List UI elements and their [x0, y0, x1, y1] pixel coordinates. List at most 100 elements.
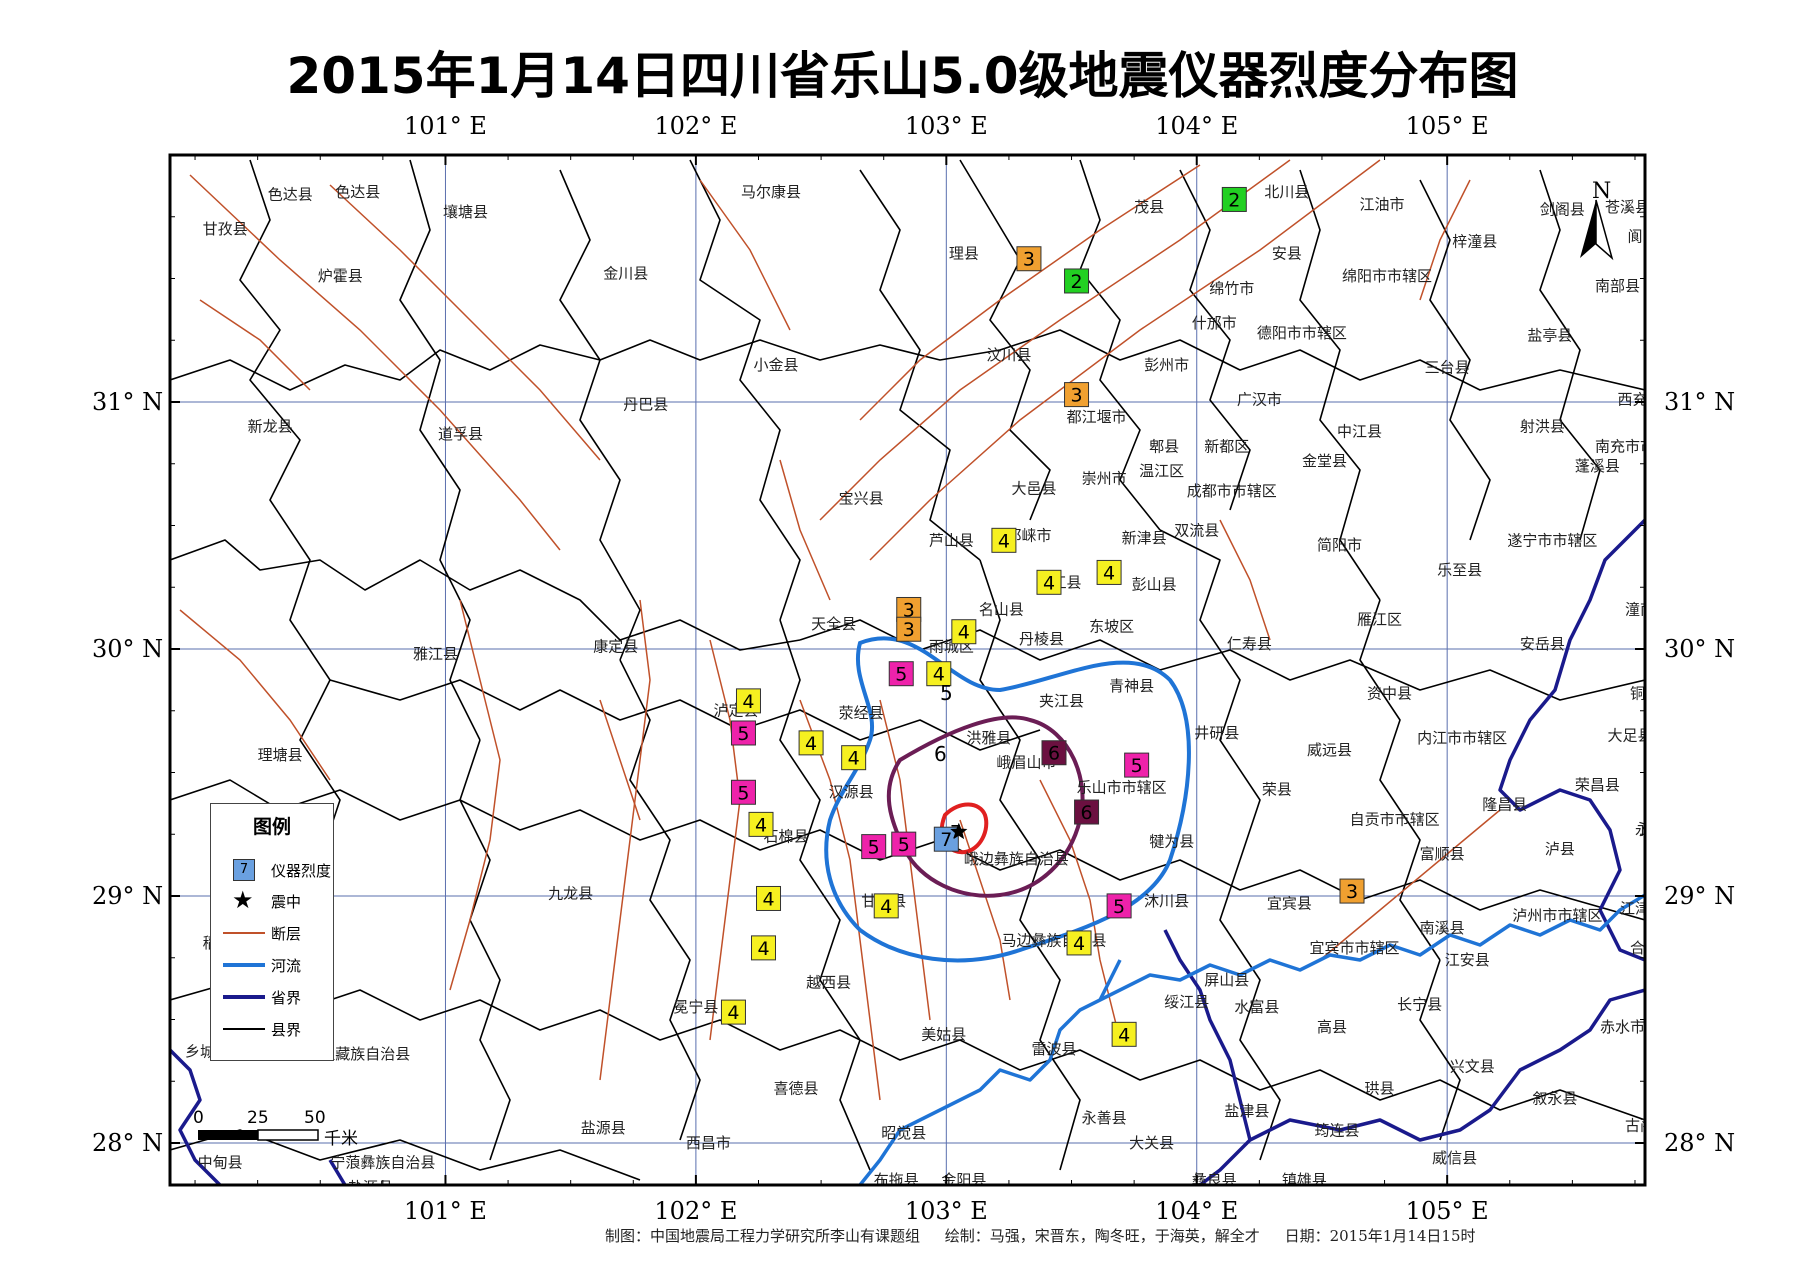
fault-line — [799, 699, 881, 1101]
station-marker: 5 — [730, 779, 756, 805]
place-label: 峨眉山市 — [996, 754, 1056, 772]
place-label: 剑阁县 — [1540, 200, 1585, 218]
place-label: 安县 — [1272, 245, 1302, 263]
station-marker: 4 — [1036, 569, 1062, 595]
place-label: 北川县 — [1264, 183, 1309, 201]
county-border — [959, 159, 1051, 521]
place-label: 安岳县 — [1520, 635, 1565, 653]
place-label: 雷波县 — [1031, 1040, 1076, 1058]
place-label: 盐亭县 — [1527, 326, 1572, 344]
place-label: 广汉市 — [1237, 390, 1282, 408]
place-label: 井研县 — [1194, 724, 1239, 742]
station-value: 5 — [1131, 755, 1143, 777]
map-frame — [168, 153, 1647, 1187]
lat-label-left: 30° N — [92, 635, 163, 663]
place-label: 大邑县 — [1011, 479, 1056, 497]
place-label: 喜德县 — [774, 1080, 819, 1098]
place-label: 彝良县 — [1192, 1171, 1237, 1189]
credits: 制图：中国地震局工程力学研究所李山有课题组 绘制：马强，宋晋东，陶冬旺，于海英，… — [605, 1225, 1496, 1246]
place-label: 马尔康县 — [741, 183, 801, 201]
rivers — [858, 893, 1645, 1185]
place-label: 康定县 — [593, 637, 638, 655]
station-marker: 3 — [1016, 246, 1042, 272]
legend-label-fault: 断层 — [271, 925, 302, 943]
place-label: 金川县 — [603, 265, 648, 283]
place-label: 什邡市 — [1192, 314, 1237, 332]
place-label: 永善县 — [1082, 1109, 1127, 1127]
place-label: 道孚县 — [438, 425, 483, 443]
county-border — [1219, 859, 1281, 1161]
place-label: 大关县 — [1129, 1134, 1174, 1152]
station-marker: 5 — [891, 831, 917, 857]
credit-drawers: 绘制：马强，宋晋东，陶冬旺，于海英，解全才 — [944, 1227, 1260, 1245]
place-label: 新津县 — [1122, 529, 1167, 547]
legend-label-province: 省界 — [271, 989, 302, 1007]
place-label: 壤塘县 — [443, 203, 488, 221]
place-label: 叙永县 — [1532, 1089, 1577, 1107]
station-marker: 4 — [798, 730, 824, 756]
place-label: 都江堰市 — [1067, 408, 1127, 426]
station-value: 5 — [898, 834, 910, 856]
station-value: 4 — [1103, 562, 1115, 584]
station-marker: 4 — [991, 527, 1017, 553]
fault-line — [1319, 809, 1501, 961]
fault-line — [1419, 179, 1471, 301]
station-box — [1221, 186, 1247, 212]
place-label: 江安县 — [1445, 951, 1490, 969]
fault-line — [709, 639, 741, 1041]
station-value: 4 — [998, 530, 1010, 552]
place-label: 富顺县 — [1420, 845, 1465, 863]
place-label: 南溪县 — [1420, 919, 1465, 937]
station-value: 4 — [958, 622, 970, 644]
legend-label-river: 河流 — [271, 957, 302, 975]
place-label: 蓬溪县 — [1575, 457, 1620, 475]
fault-line — [1219, 519, 1271, 641]
place-label: 泸县 — [1545, 840, 1575, 858]
station-value: 4 — [880, 896, 892, 918]
station-value: 3 — [1346, 881, 1358, 903]
place-label: 西充县 — [1617, 390, 1662, 408]
place-label: 威远县 — [1307, 741, 1352, 759]
fault-line — [869, 159, 1381, 561]
place-label: 崇州市 — [1082, 470, 1127, 488]
station-box — [1096, 559, 1122, 585]
station-value: 4 — [742, 691, 754, 713]
place-label: 色达县 — [268, 185, 313, 203]
station-box — [1066, 930, 1092, 956]
station-value: 2 — [1070, 271, 1082, 293]
county-border — [170, 979, 1645, 1121]
fault-line — [199, 299, 311, 391]
place-label: 苍溪县 — [1605, 198, 1650, 216]
station-marker: 3 — [1339, 878, 1365, 904]
station-value: 5 — [868, 837, 880, 859]
place-label: 炉霍县 — [318, 267, 363, 285]
station-box — [1124, 752, 1150, 778]
place-label: 盐源县 — [348, 1178, 393, 1196]
place-label: 绵阳市市辖区 — [1342, 267, 1432, 285]
county-border — [559, 169, 641, 661]
river — [858, 893, 1645, 1185]
fault-line — [599, 699, 641, 821]
station-box — [951, 619, 977, 645]
place-label: 绵竹市 — [1209, 279, 1254, 297]
station-value: 5 — [737, 723, 749, 745]
place-label: 仁寿县 — [1227, 635, 1272, 653]
station-value: 4 — [933, 664, 945, 686]
station-value: 4 — [762, 888, 774, 910]
station-box — [751, 935, 777, 961]
county-border — [239, 159, 341, 861]
place-label: 荣县 — [1262, 781, 1292, 799]
place-label: 筠连县 — [1314, 1122, 1359, 1140]
station-box — [991, 527, 1017, 553]
place-label: 中甸县 — [198, 1154, 243, 1172]
place-label: 威信县 — [1432, 1149, 1477, 1167]
county-border — [999, 329, 1645, 391]
county-border — [979, 559, 1081, 1171]
contour-label-6: 6 — [934, 742, 947, 766]
place-label: 汶川县 — [986, 346, 1031, 364]
place-label: 荥经县 — [839, 704, 884, 722]
place-label: 三台县 — [1425, 358, 1470, 376]
place-label: 甘孜县 — [203, 220, 248, 238]
county-border — [459, 739, 511, 1161]
